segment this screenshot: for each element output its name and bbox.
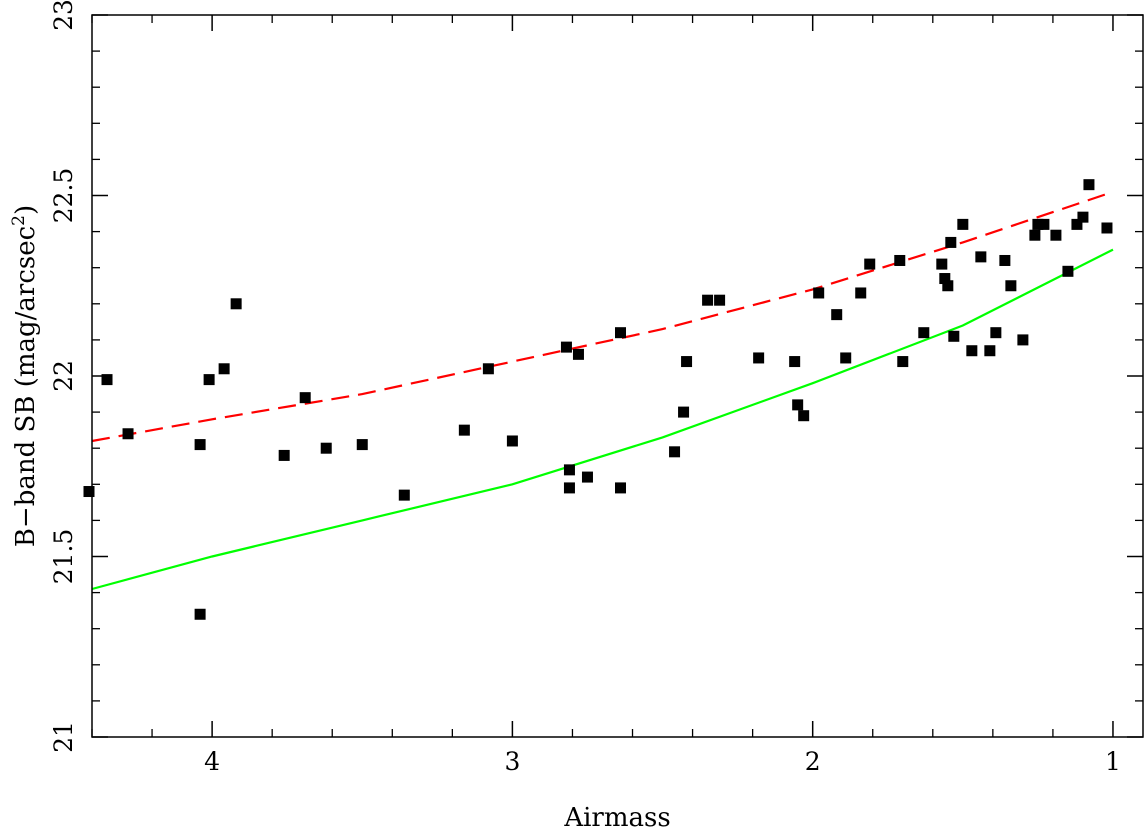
x-tick-label: 3: [504, 747, 520, 776]
data-point: [1077, 211, 1089, 223]
y-tick-label: 21.5: [49, 529, 78, 585]
data-point: [1005, 280, 1017, 292]
y-axis-title-main: B−band SB (mag/arcsec: [11, 226, 41, 547]
data-point: [999, 254, 1011, 266]
data-point: [798, 410, 810, 422]
data-point: [945, 236, 957, 248]
data-point: [194, 608, 206, 620]
data-point: [864, 258, 876, 270]
data-point: [792, 399, 804, 411]
data-point: [563, 482, 575, 494]
data-point: [581, 471, 593, 483]
y-axis-title-sup: 2: [9, 215, 29, 226]
data-point: [218, 363, 230, 375]
data-point: [990, 327, 1002, 339]
data-point: [194, 439, 206, 451]
data-point: [975, 251, 987, 263]
x-tick-label: 1: [1105, 747, 1121, 776]
data-point: [1017, 334, 1029, 346]
data-point: [458, 424, 470, 436]
data-point: [1032, 218, 1044, 230]
data-point: [1083, 179, 1095, 191]
data-point: [563, 464, 575, 476]
data-point: [669, 446, 681, 458]
data-point: [714, 294, 726, 306]
data-point: [897, 356, 909, 368]
data-point: [813, 287, 825, 299]
data-point: [855, 287, 867, 299]
data-point: [203, 374, 215, 386]
data-point: [957, 218, 969, 230]
data-point: [1029, 229, 1041, 241]
data-point: [966, 345, 978, 357]
data-point: [560, 341, 572, 353]
data-point: [939, 273, 951, 285]
data-point: [299, 392, 311, 404]
data-point: [230, 298, 242, 310]
data-point: [482, 363, 494, 375]
data-point: [83, 486, 95, 498]
data-point: [122, 428, 134, 440]
data-point: [1101, 222, 1113, 234]
data-point: [1071, 218, 1083, 230]
data-point: [320, 442, 332, 454]
data-point: [918, 327, 930, 339]
data-point: [1062, 265, 1074, 277]
data-point: [572, 348, 584, 360]
fit-lines: [91, 190, 1114, 591]
y-tick-label: 23: [49, 0, 78, 31]
data-point: [840, 352, 852, 364]
minor-ticks: [91, 15, 1143, 737]
x-axis-title: Airmass: [563, 803, 670, 830]
data-point: [936, 258, 948, 270]
data-point: [894, 254, 906, 266]
y-axis-title: B−band SB (mag/arcsec2): [9, 205, 41, 547]
solid-fit-line: [91, 248, 1114, 591]
data-point: [101, 374, 113, 386]
data-point: [506, 435, 518, 447]
data-point: [615, 327, 627, 339]
data-point: [615, 482, 627, 494]
data-point: [678, 406, 690, 418]
x-tick-label: 2: [805, 747, 821, 776]
data-point: [789, 356, 801, 368]
data-point: [1050, 229, 1062, 241]
data-point: [702, 294, 714, 306]
data-point: [942, 280, 954, 292]
data-point: [984, 345, 996, 357]
y-axis-title-end: ): [11, 205, 41, 215]
data-point: [753, 352, 765, 364]
data-points: [83, 179, 1113, 620]
x-tick-label: 4: [204, 747, 220, 776]
dashed-fit-line: [91, 190, 1114, 443]
y-tick-label: 22.5: [49, 168, 78, 224]
data-point: [1038, 218, 1050, 230]
data-point: [831, 309, 843, 321]
y-tick-label: 22: [49, 360, 78, 392]
major-ticks: [92, 14, 1143, 738]
data-point: [681, 356, 693, 368]
y-tick-label: 21: [49, 721, 78, 753]
data-point: [398, 489, 410, 501]
data-point: [356, 439, 368, 451]
data-point: [278, 449, 290, 461]
plot-frame: [91, 14, 1144, 738]
data-point: [948, 330, 960, 342]
